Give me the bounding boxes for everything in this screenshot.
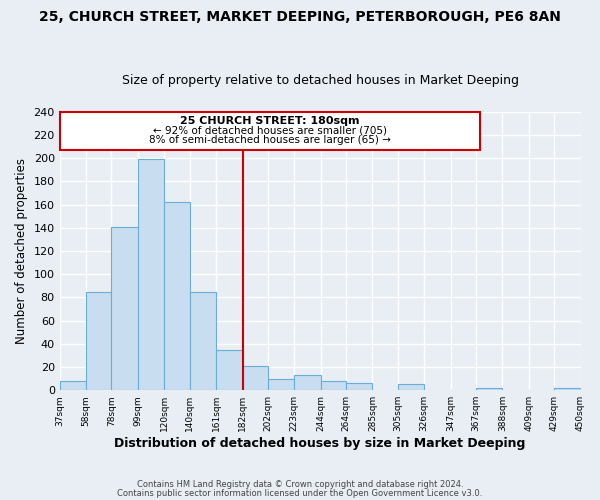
Bar — [294, 375, 321, 390]
Text: 25, CHURCH STREET, MARKET DEEPING, PETERBOROUGH, PE6 8AN: 25, CHURCH STREET, MARKET DEEPING, PETER… — [39, 10, 561, 24]
Bar — [164, 202, 190, 390]
Bar — [112, 226, 138, 390]
Bar — [59, 381, 86, 390]
Bar — [242, 366, 268, 390]
Bar — [138, 160, 164, 390]
Text: ← 92% of detached houses are smaller (705): ← 92% of detached houses are smaller (70… — [152, 126, 386, 136]
Bar — [554, 388, 581, 390]
Text: 25 CHURCH STREET: 180sqm: 25 CHURCH STREET: 180sqm — [180, 116, 359, 126]
Text: Contains HM Land Registry data © Crown copyright and database right 2024.: Contains HM Land Registry data © Crown c… — [137, 480, 463, 489]
Bar — [216, 350, 242, 390]
Bar — [321, 381, 346, 390]
Y-axis label: Number of detached properties: Number of detached properties — [15, 158, 28, 344]
Bar — [190, 292, 216, 390]
Bar — [476, 388, 502, 390]
Text: 8% of semi-detached houses are larger (65) →: 8% of semi-detached houses are larger (6… — [149, 135, 391, 145]
Bar — [86, 292, 112, 390]
Bar — [346, 383, 373, 390]
X-axis label: Distribution of detached houses by size in Market Deeping: Distribution of detached houses by size … — [115, 437, 526, 450]
Bar — [268, 378, 294, 390]
FancyBboxPatch shape — [59, 112, 479, 150]
Text: Contains public sector information licensed under the Open Government Licence v3: Contains public sector information licen… — [118, 488, 482, 498]
Title: Size of property relative to detached houses in Market Deeping: Size of property relative to detached ho… — [122, 74, 518, 87]
Bar — [398, 384, 424, 390]
